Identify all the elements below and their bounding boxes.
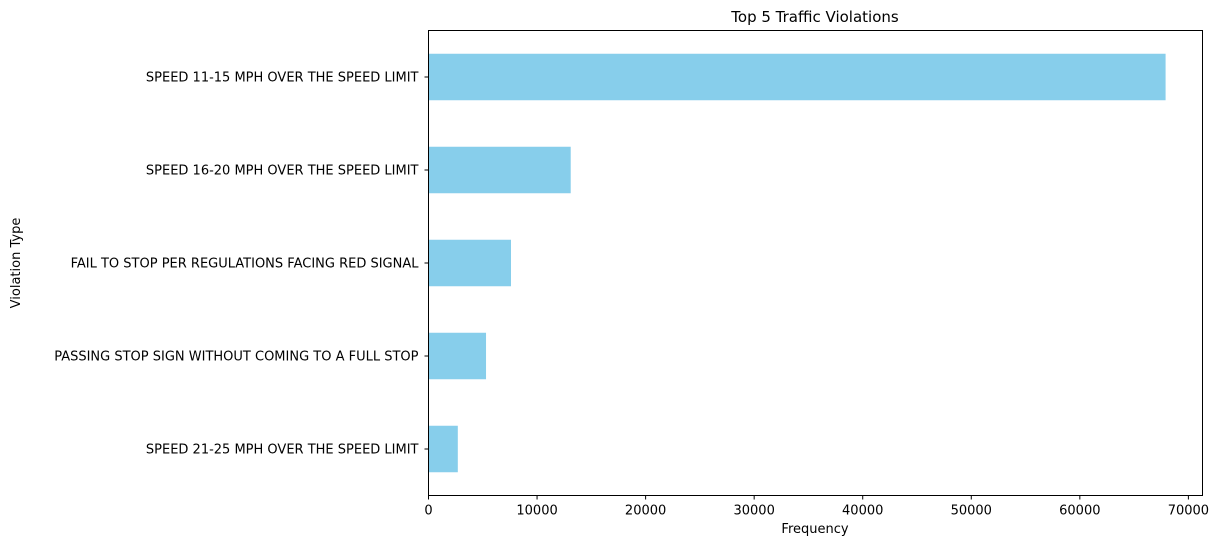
x-tick-label-4: 40000 bbox=[842, 504, 883, 519]
y-tick-label-2: FAIL TO STOP PER REGULATIONS FACING RED … bbox=[71, 257, 420, 272]
bar-1 bbox=[428, 146, 571, 194]
x-axis-title: Frequency bbox=[781, 522, 848, 537]
y-tick-label-3: PASSING STOP SIGN WITHOUT COMING TO A FU… bbox=[54, 350, 418, 365]
x-tick-label-2: 20000 bbox=[625, 504, 666, 519]
y-tick-label-4: SPEED 21-25 MPH OVER THE SPEED LIMIT bbox=[146, 443, 419, 458]
y-axis-title: Violation Type bbox=[9, 218, 24, 309]
bar-0 bbox=[428, 53, 1166, 101]
x-tick-label-6: 60000 bbox=[1059, 504, 1100, 519]
bar-4 bbox=[428, 425, 458, 473]
x-axis-ticks: 0 10000 20000 30000 40000 50000 60000 70000 bbox=[424, 495, 1209, 519]
x-tick-label-3: 30000 bbox=[733, 504, 774, 519]
bars-group bbox=[428, 53, 1166, 473]
y-tick-label-1: SPEED 16-20 MPH OVER THE SPEED LIMIT bbox=[146, 164, 419, 179]
bar-3 bbox=[428, 332, 487, 380]
y-axis-ticks: SPEED 11-15 MPH OVER THE SPEED LIMIT SPEE… bbox=[54, 71, 429, 458]
x-tick-label-0: 0 bbox=[424, 504, 432, 519]
x-tick-label-7: 70000 bbox=[1168, 504, 1209, 519]
x-tick-label-1: 10000 bbox=[516, 504, 557, 519]
x-tick-label-5: 50000 bbox=[951, 504, 992, 519]
plot-area-frame bbox=[428, 30, 1203, 496]
y-tick-label-0: SPEED 11-15 MPH OVER THE SPEED LIMIT bbox=[146, 71, 419, 86]
bar-2 bbox=[428, 239, 512, 287]
chart-title: Top 5 Traffic Violations bbox=[730, 8, 899, 26]
